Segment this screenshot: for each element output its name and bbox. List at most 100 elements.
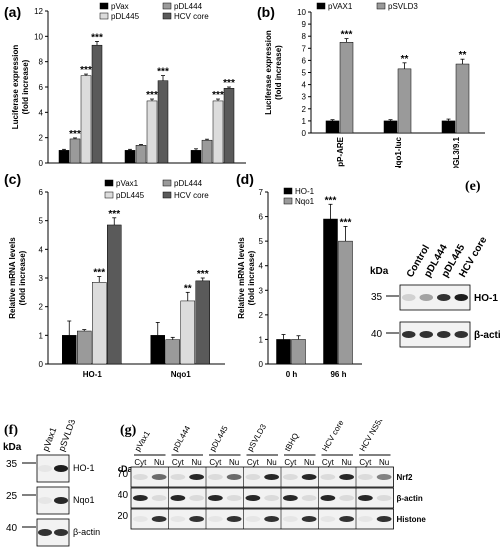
blot-band xyxy=(419,294,433,301)
chart-panel-a: (a) 0 2 4 6 8 10 12 Luciferase expression (fold i… xyxy=(0,0,252,168)
band-label: HO-1 xyxy=(73,463,95,473)
panel-label: (b) xyxy=(257,4,275,20)
blot-band xyxy=(283,474,298,480)
blot-band xyxy=(402,294,416,301)
significance-label: *** xyxy=(197,269,209,280)
y-tick-label: 2 xyxy=(39,303,44,312)
legend-entry: HCV core xyxy=(174,12,209,21)
panel-label-e: (e) xyxy=(465,179,481,194)
x-category-label: pNqo1-luc xyxy=(394,136,403,168)
y-tick-label: 5 xyxy=(302,69,307,78)
blot-band xyxy=(376,495,392,501)
x-category: pNqo1-luc xyxy=(394,136,403,168)
bar xyxy=(397,68,412,134)
blot-band xyxy=(54,497,68,504)
significance-label: *** xyxy=(80,65,92,76)
legend-swatch xyxy=(316,2,326,10)
band-label: HO-1 xyxy=(474,293,498,304)
bar xyxy=(190,150,202,164)
band-label: Histone xyxy=(397,515,427,524)
blot-band xyxy=(170,474,186,480)
y-tick-label: 3 xyxy=(302,93,307,102)
legend-entry: pSVLD3 xyxy=(388,2,418,11)
legend-entry: HCV core xyxy=(174,191,209,200)
panel-label: (d) xyxy=(236,171,254,187)
bar xyxy=(146,100,158,164)
bar xyxy=(58,150,70,164)
blot-band xyxy=(419,331,433,338)
bar xyxy=(157,80,169,164)
mw-marker: 70 xyxy=(118,469,129,480)
bar xyxy=(455,63,470,134)
kda-label: kDa xyxy=(370,266,389,277)
y-axis-title-line1: Luciferase expression xyxy=(264,30,273,115)
mw-marker: 40 xyxy=(118,490,129,501)
lane-header: pSVLD3 xyxy=(56,420,77,453)
blot-band xyxy=(437,331,451,338)
fraction-label: Nu xyxy=(342,458,352,467)
y-tick-label: 2 xyxy=(259,311,264,320)
legend-entry: HO-1 xyxy=(295,187,315,196)
lane-header: HCV core xyxy=(320,420,345,453)
bar xyxy=(62,335,77,365)
chart-panel-b: (b) 0 1 2 3 4 5 6 7 8 9 10 Luciferase expression (fol… xyxy=(255,0,500,168)
y-tick-label: 4 xyxy=(259,262,264,271)
blot-band xyxy=(38,529,52,536)
y-tick-label: 0 xyxy=(302,129,307,138)
blot-band xyxy=(151,495,167,501)
x-category-label: 96 h xyxy=(330,370,346,379)
y-tick-label: 5 xyxy=(39,217,44,226)
blot-band xyxy=(226,516,242,522)
significance-label: *** xyxy=(340,217,352,228)
panel-label: (c) xyxy=(4,171,21,187)
lane-label: pSVLD3 xyxy=(56,420,77,453)
significance-label: *** xyxy=(212,90,224,101)
blot-band xyxy=(170,495,186,501)
legend-entry: pVAX1 xyxy=(328,2,353,11)
y-tick-label: 7 xyxy=(259,188,264,197)
legend-swatch xyxy=(162,2,172,10)
y-axis-title-line1: Relative mRNA levels xyxy=(8,237,17,319)
y-tick-label: 6 xyxy=(259,213,264,222)
bar xyxy=(201,139,213,164)
chart-c-svg: (c) 0 1 2 3 4 5 6 Relative mRNA levels (fold incr… xyxy=(4,171,225,379)
y-axis-title-line2: (fold increase) xyxy=(21,59,30,114)
significance-label: ** xyxy=(401,54,409,65)
y-tick-label: 0 xyxy=(39,159,44,168)
legend-swatch xyxy=(162,179,172,187)
lane-header: tBHQ xyxy=(283,432,301,453)
y-tick-label: 1 xyxy=(39,331,44,340)
bar xyxy=(441,120,456,134)
band-label: β-actin xyxy=(73,527,100,537)
bar xyxy=(223,88,235,164)
x-category: pP-ARE xyxy=(336,136,345,166)
significance-label: *** xyxy=(93,268,105,279)
blot-band xyxy=(264,495,279,501)
y-tick-label: 10 xyxy=(34,32,43,41)
blot-band xyxy=(264,516,279,522)
blot-band xyxy=(208,516,223,522)
y-tick-label: 0 xyxy=(39,360,44,369)
y-axis-title-line2: (fold increase) xyxy=(18,250,27,305)
lane-header: pDL445 xyxy=(208,424,230,453)
y-tick-label: 3 xyxy=(259,286,264,295)
legend-swatch xyxy=(162,191,172,199)
bar xyxy=(323,218,338,365)
blot-band xyxy=(226,495,242,501)
fraction-label: Nu xyxy=(154,458,164,467)
blot-band xyxy=(402,331,416,338)
bar xyxy=(165,339,180,365)
legend-swatch xyxy=(162,12,172,20)
blot-band xyxy=(133,516,148,522)
group-label: HCV NS5B xyxy=(358,420,386,453)
bar xyxy=(383,120,398,134)
x-category-label: HO-1 xyxy=(83,370,103,379)
legend-entry: pDL444 xyxy=(174,2,203,11)
y-tick-label: 8 xyxy=(302,32,307,41)
fraction-label: Nu xyxy=(267,458,277,467)
blot-band xyxy=(454,331,468,338)
legend-swatch xyxy=(99,2,109,10)
significance-label: *** xyxy=(146,90,158,101)
x-category: pHOGL3/9.1 xyxy=(452,136,461,168)
